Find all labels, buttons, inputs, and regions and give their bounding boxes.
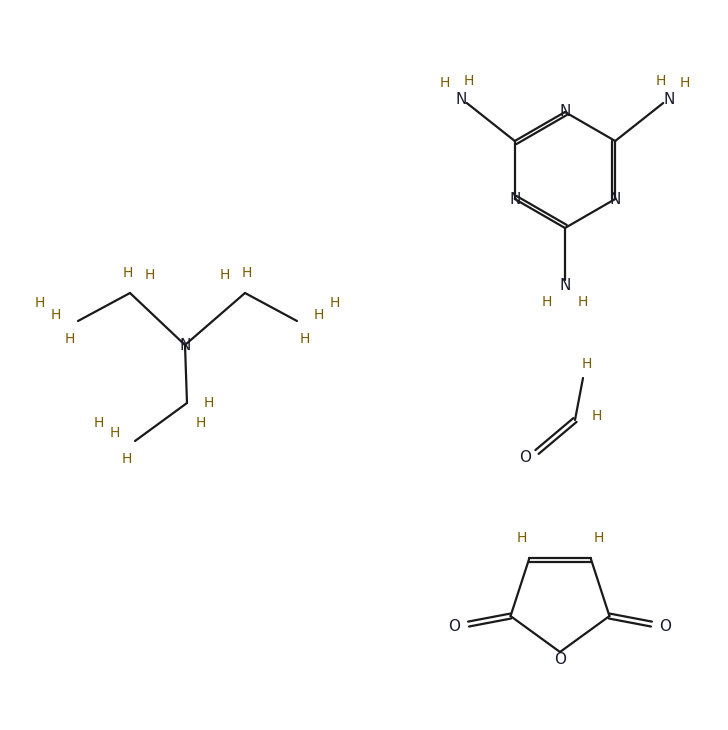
Text: N: N — [509, 191, 521, 207]
Text: H: H — [680, 76, 690, 90]
Text: H: H — [220, 268, 230, 282]
Text: H: H — [300, 332, 310, 346]
Text: H: H — [440, 76, 450, 90]
Text: H: H — [204, 396, 214, 410]
Text: H: H — [123, 266, 133, 280]
Text: H: H — [65, 332, 75, 346]
Text: N: N — [609, 191, 621, 207]
Text: H: H — [94, 416, 104, 430]
Text: H: H — [122, 452, 132, 466]
Text: H: H — [51, 308, 61, 322]
Text: H: H — [314, 308, 324, 322]
Text: O: O — [660, 618, 671, 634]
Text: H: H — [145, 268, 155, 282]
Text: H: H — [330, 296, 340, 310]
Text: H: H — [592, 409, 602, 423]
Text: O: O — [519, 450, 531, 466]
Text: H: H — [196, 416, 206, 430]
Text: N: N — [559, 279, 571, 293]
Text: H: H — [242, 266, 252, 280]
Text: O: O — [554, 653, 566, 667]
Text: N: N — [559, 104, 571, 120]
Text: O: O — [448, 618, 461, 634]
Text: H: H — [110, 426, 120, 440]
Text: H: H — [593, 531, 604, 545]
Text: N: N — [455, 91, 467, 107]
Text: H: H — [542, 295, 552, 309]
Text: H: H — [35, 296, 45, 310]
Text: H: H — [464, 74, 474, 88]
Text: H: H — [578, 295, 588, 309]
Text: N: N — [179, 337, 191, 353]
Text: H: H — [582, 357, 592, 371]
Text: H: H — [516, 531, 526, 545]
Text: N: N — [663, 91, 675, 107]
Text: H: H — [656, 74, 666, 88]
